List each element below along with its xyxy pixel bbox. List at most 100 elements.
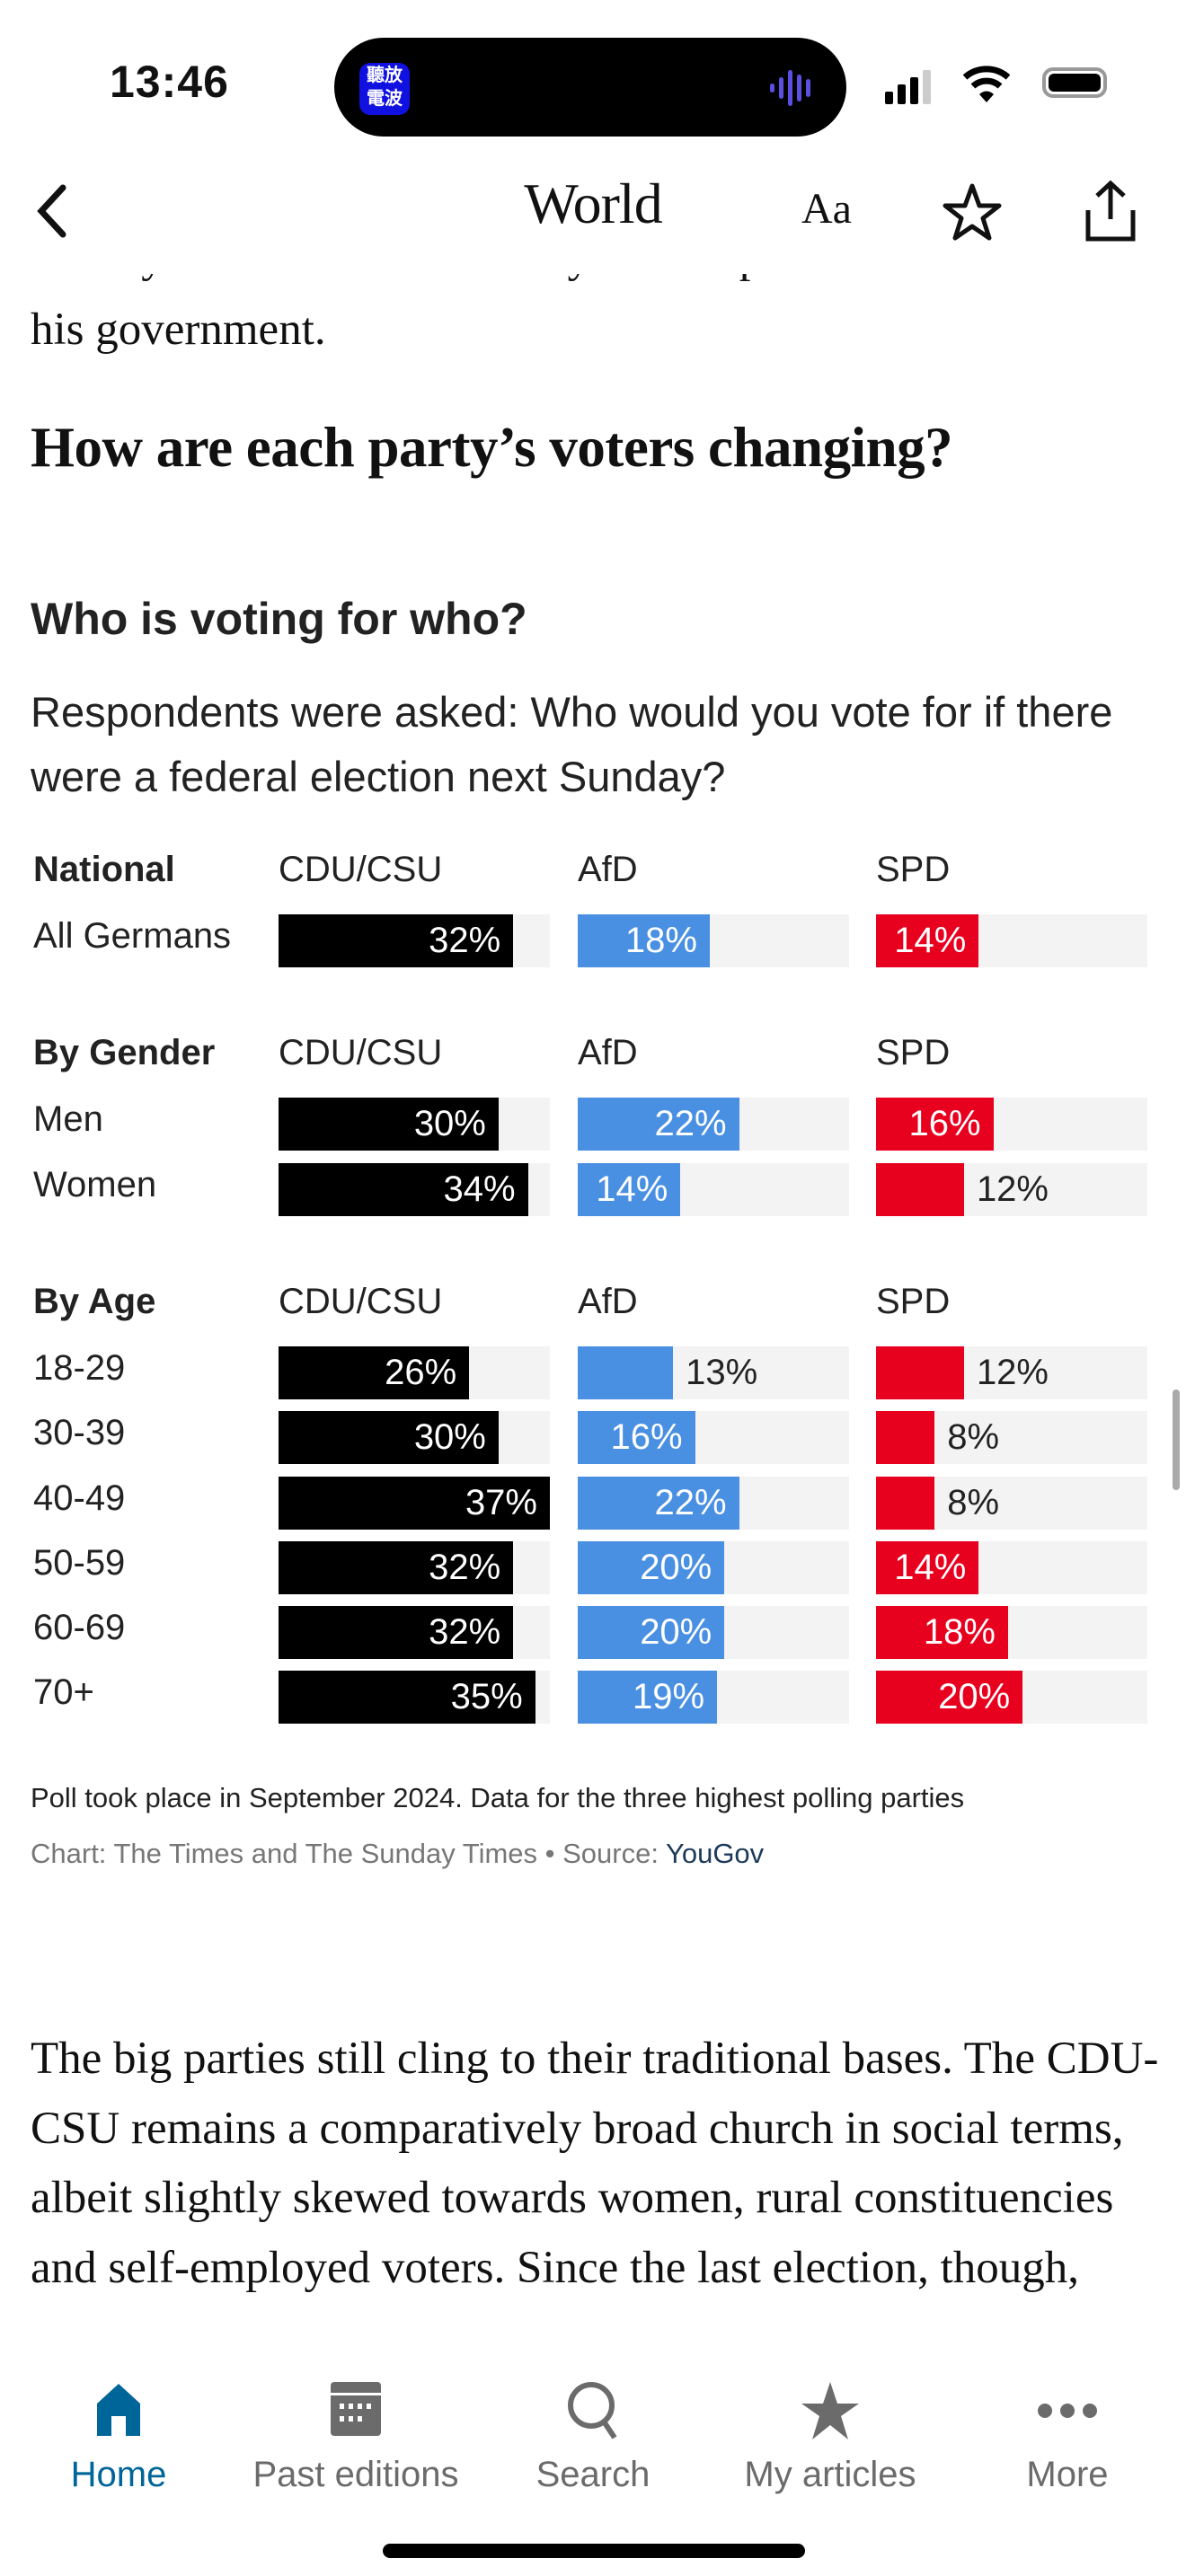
back-chevron-icon[interactable] — [32, 182, 72, 240]
party-header: AfD — [578, 1281, 638, 1321]
star-icon — [801, 2382, 859, 2439]
bar-value-label: 26% — [385, 1352, 457, 1392]
bookmark-star-icon[interactable] — [942, 182, 1003, 242]
bar-spd — [876, 1162, 964, 1216]
bottom-tab-bar — [0, 2358, 1186, 2576]
calendar-icon — [331, 2382, 381, 2436]
bar-afd — [578, 1411, 695, 1465]
bar-value-label: 8% — [947, 1482, 1000, 1522]
audio-wave-icon — [770, 70, 810, 106]
tab-search[interactable]: Search — [474, 2380, 712, 2495]
party-header: CDU/CSU — [279, 1033, 443, 1073]
bar-track: 14% — [876, 914, 1147, 967]
bar-value-label: 22% — [654, 1104, 727, 1144]
tab-past-editions[interactable]: Past editions — [237, 2380, 474, 2495]
tab-label: Search — [535, 2455, 651, 2494]
party-header: SPD — [876, 1033, 951, 1073]
bar-track: 20% — [876, 1671, 1147, 1725]
chart-source: Chart: The Times and The Sunday Times • … — [31, 1838, 764, 1870]
chart-footnote: Poll took place in September 2024. Data … — [31, 1782, 965, 1813]
bar-track: 14% — [876, 1540, 1147, 1594]
bar-track: 14% — [578, 1162, 849, 1216]
bar-track: 8% — [876, 1411, 1147, 1465]
bar-afd — [578, 1540, 725, 1594]
bar-afd — [578, 1606, 725, 1660]
bar-spd — [876, 1411, 935, 1465]
bar-track: 19% — [578, 1671, 849, 1725]
bar-value-label: 18% — [624, 921, 697, 960]
wifi-icon — [963, 66, 1010, 102]
bar-track: 32% — [279, 1540, 550, 1594]
bar-track: 26% — [279, 1345, 550, 1399]
chart-subtitle: Respondents were asked: Who would you vo… — [31, 688, 1113, 800]
bar-track: 12% — [876, 1162, 1147, 1216]
share-icon[interactable] — [1083, 180, 1138, 243]
bar-spd — [876, 914, 979, 967]
bar-cducsu — [279, 1476, 550, 1530]
bar-value-label: 32% — [429, 1547, 501, 1587]
bar-value-label: 8% — [947, 1417, 1000, 1458]
group-heading: By Gender — [33, 1033, 216, 1073]
bar-value-label: 30% — [413, 1104, 486, 1144]
tab-label: Home — [70, 2455, 167, 2494]
bar-track: 8% — [876, 1476, 1147, 1530]
row-label: 30-39 — [33, 1413, 126, 1453]
bar-cducsu — [279, 1345, 470, 1399]
bar-track: 22% — [578, 1098, 849, 1151]
tab-home[interactable]: Home — [0, 2380, 237, 2495]
bar-spd — [876, 1606, 1008, 1660]
bar-value-label: 22% — [654, 1482, 727, 1522]
article-subheading: How are each party’s voters changing? — [31, 416, 953, 479]
bar-cducsu — [279, 1606, 514, 1660]
cellular-signal-icon — [885, 70, 931, 104]
now-playing-app-icon: 聽放電波 — [359, 63, 410, 115]
article-paragraph: The big parties still cling to their tra… — [31, 2033, 1159, 2293]
bar-value-label: 14% — [596, 1169, 668, 1209]
bar-track: 18% — [876, 1606, 1147, 1660]
bar-afd — [578, 914, 710, 967]
home-indicator[interactable] — [383, 2544, 805, 2558]
bar-cducsu — [279, 1671, 535, 1725]
bar-value-label: 14% — [894, 1547, 967, 1587]
bar-value-label: 16% — [610, 1417, 683, 1458]
more-icon — [1038, 2404, 1097, 2418]
search-icon — [568, 2382, 617, 2439]
bar-track: 16% — [578, 1411, 849, 1465]
scrollbar[interactable] — [1173, 1389, 1180, 1490]
bar-cducsu — [279, 1162, 528, 1216]
party-header: SPD — [876, 850, 951, 889]
bar-track: 16% — [876, 1098, 1147, 1151]
top-nav-bar — [0, 148, 1186, 274]
party-header: AfD — [578, 850, 638, 889]
row-label: Men — [33, 1099, 103, 1140]
tab-label: My articles — [744, 2455, 916, 2494]
bar-spd — [876, 1540, 979, 1594]
tab-my-articles[interactable]: My articles — [712, 2380, 949, 2495]
bar-value-label: 16% — [908, 1104, 981, 1144]
text-size-button[interactable]: Aa — [801, 185, 852, 233]
row-label: 70+ — [33, 1672, 94, 1713]
source-link[interactable]: YouGov — [666, 1838, 765, 1869]
row-label: 60-69 — [33, 1608, 126, 1648]
bar-spd — [876, 1345, 964, 1399]
bar-track: 12% — [876, 1345, 1147, 1399]
bar-afd — [578, 1162, 681, 1216]
bar-track: 30% — [279, 1098, 550, 1151]
tab-more[interactable]: More — [949, 2380, 1186, 2495]
tab-label: Past editions — [252, 2455, 459, 2494]
bar-value-label: 20% — [640, 1612, 712, 1653]
party-header: CDU/CSU — [279, 850, 443, 889]
bar-cducsu — [279, 1540, 514, 1594]
bar-track: 32% — [279, 1606, 550, 1660]
group-heading: By Age — [33, 1281, 156, 1321]
battery-icon — [1042, 67, 1107, 98]
bar-afd — [578, 1345, 674, 1399]
bar-value-label: 30% — [413, 1417, 486, 1458]
bar-value-label: 34% — [443, 1169, 516, 1209]
tab-label: More — [1026, 2455, 1109, 2494]
bar-spd — [876, 1098, 994, 1151]
bar-spd — [876, 1476, 935, 1530]
bar-track: 22% — [578, 1476, 849, 1530]
bar-value-label: 12% — [976, 1169, 1049, 1209]
dynamic-island[interactable]: 聽放電波 — [334, 38, 846, 137]
